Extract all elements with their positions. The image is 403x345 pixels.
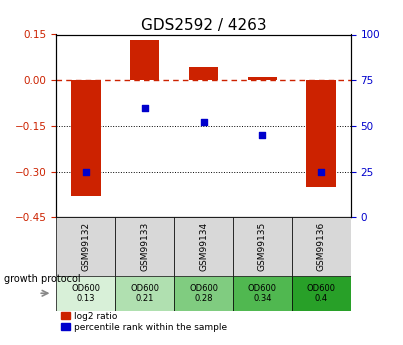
Bar xyxy=(174,217,233,276)
Point xyxy=(259,132,266,138)
Bar xyxy=(189,67,218,80)
Bar xyxy=(233,276,292,310)
Text: OD600
0.21: OD600 0.21 xyxy=(130,284,159,303)
Bar xyxy=(115,217,174,276)
Bar xyxy=(292,217,351,276)
Text: OD600
0.34: OD600 0.34 xyxy=(248,284,277,303)
Text: growth protocol: growth protocol xyxy=(4,275,81,284)
Point xyxy=(141,105,148,110)
Bar xyxy=(233,217,292,276)
Point xyxy=(318,169,324,174)
Bar xyxy=(174,276,233,310)
Text: GSM99136: GSM99136 xyxy=(317,222,326,271)
Bar xyxy=(115,276,174,310)
Bar xyxy=(56,276,115,310)
Text: OD600
0.13: OD600 0.13 xyxy=(71,284,100,303)
Title: GDS2592 / 4263: GDS2592 / 4263 xyxy=(141,18,266,33)
Bar xyxy=(71,80,101,196)
Bar xyxy=(130,40,160,80)
Text: GSM99133: GSM99133 xyxy=(140,222,149,271)
Point xyxy=(200,119,207,125)
Text: GSM99134: GSM99134 xyxy=(199,222,208,271)
Legend: log2 ratio, percentile rank within the sample: log2 ratio, percentile rank within the s… xyxy=(61,312,227,332)
Bar xyxy=(247,77,277,80)
Bar xyxy=(56,217,115,276)
Text: GSM99132: GSM99132 xyxy=(81,222,90,271)
Point xyxy=(83,169,89,174)
Bar xyxy=(307,80,336,187)
Text: GSM99135: GSM99135 xyxy=(258,222,267,271)
Text: OD600
0.28: OD600 0.28 xyxy=(189,284,218,303)
Text: OD600
0.4: OD600 0.4 xyxy=(307,284,336,303)
Bar xyxy=(292,276,351,310)
